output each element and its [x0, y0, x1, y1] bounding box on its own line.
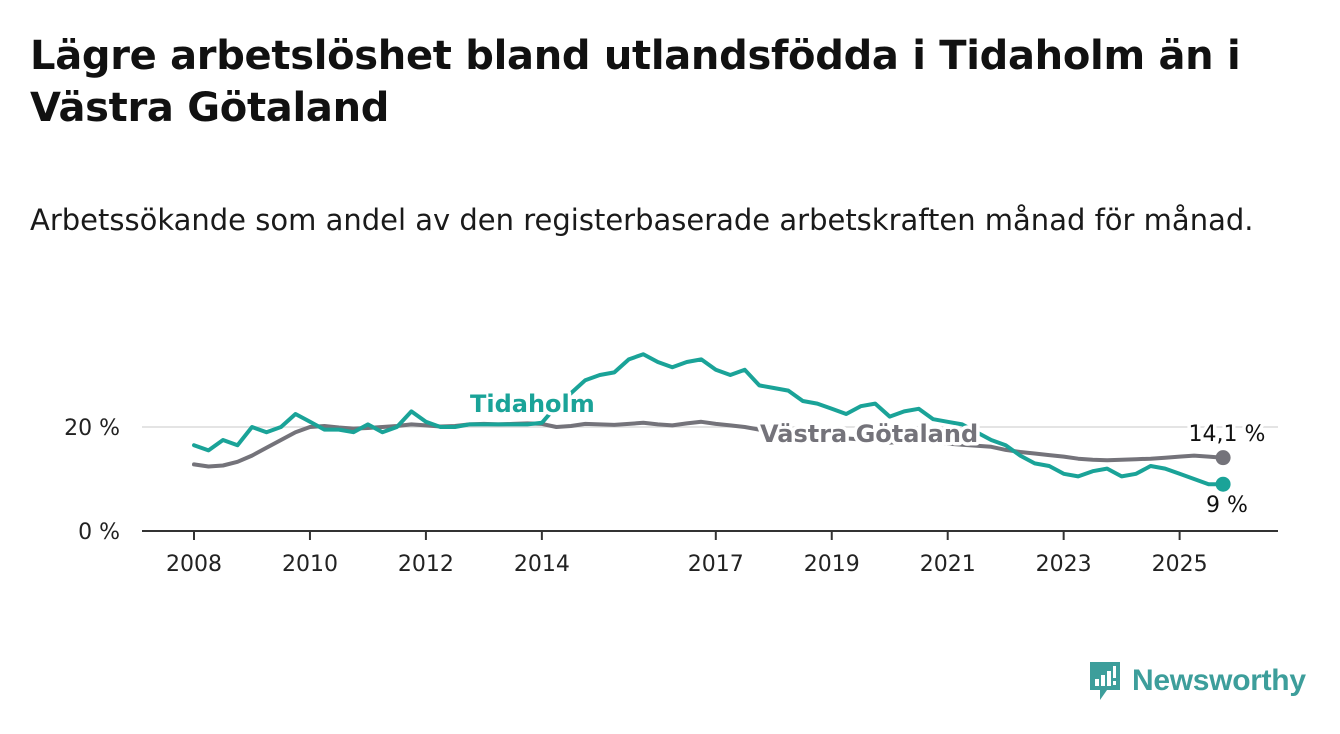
y-tick-label: 20 % [64, 416, 120, 441]
end-value-label: 9 % [1206, 493, 1248, 518]
x-tick-label: 2025 [1152, 552, 1208, 577]
chart-subtitle: Arbetssökande som andel av den registerb… [30, 203, 1254, 237]
series-lines [192, 352, 1231, 492]
x-tick-label: 2021 [920, 552, 976, 577]
x-tick-label: 2014 [514, 552, 570, 577]
newsworthy-brand: Newsworthy [1088, 660, 1306, 702]
chart-title: Lägre arbetslöshet bland utlandsfödda i … [30, 33, 1241, 131]
x-tick-label: 2017 [688, 552, 744, 577]
grid-lines [142, 426, 1278, 532]
y-axis-ticks: 0 % 20 % [64, 416, 120, 545]
x-tick-label: 2019 [804, 552, 860, 577]
x-tick-label: 2008 [166, 552, 222, 577]
series-labels: Tidaholm Västra Götaland 14,1 % 9 % [467, 387, 1269, 522]
x-axis-ticks: 2008 2010 2012 2014 2017 2019 2021 2023 2025 [166, 531, 1208, 577]
line-chart: 0 % 20 % 2008 2010 2012 2014 2017 2019 2021 2023… [64, 352, 1278, 577]
series-label-tidaholm: Tidaholm [470, 390, 595, 418]
end-value-label: 14,1 % [1189, 422, 1266, 447]
x-tick-label: 2010 [282, 552, 338, 577]
y-tick-label: 0 % [78, 520, 120, 545]
series-end-point [1215, 476, 1231, 492]
newsworthy-logo-icon [1090, 662, 1120, 700]
series-label-vastra-gotaland: Västra Götaland [760, 420, 978, 448]
series-line-vastra-gotaland [192, 419, 1226, 469]
x-tick-label: 2012 [398, 552, 454, 577]
series-line-tidaholm [192, 352, 1226, 487]
x-tick-label: 2023 [1036, 552, 1092, 577]
brand-name: Newsworthy [1132, 664, 1306, 697]
series-end-point [1215, 450, 1231, 466]
